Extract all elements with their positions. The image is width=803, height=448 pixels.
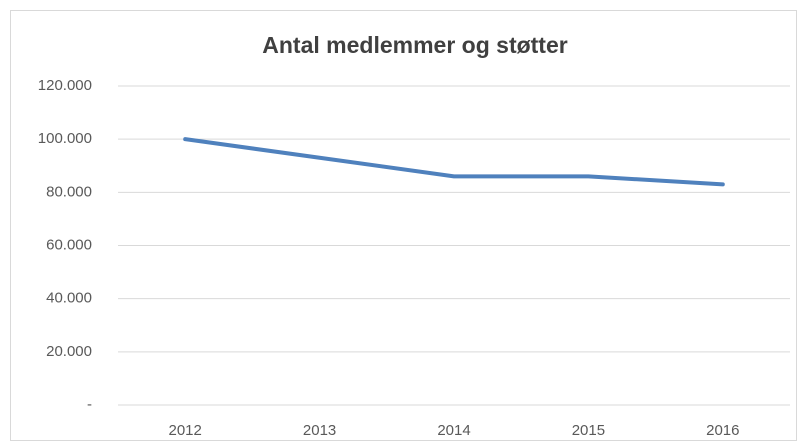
x-tick-label: 2015 — [572, 422, 605, 439]
y-tick-label: 120.000 — [38, 77, 92, 94]
y-tick-label: 40.000 — [46, 290, 92, 307]
chart-frame — [10, 10, 797, 441]
x-tick-label: 2012 — [169, 422, 202, 439]
x-tick-label: 2016 — [706, 422, 739, 439]
y-tick-label: 80.000 — [46, 183, 92, 200]
chart-title: Antal medlemmer og støtter — [262, 32, 567, 58]
x-tick-label: 2014 — [437, 422, 470, 439]
data-line — [183, 137, 725, 187]
y-tick-label: - — [87, 396, 92, 413]
y-tick-label: 100.000 — [38, 130, 92, 147]
y-tick-label: 60.000 — [46, 236, 92, 253]
y-tick-label: 20.000 — [46, 343, 92, 360]
x-tick-label: 2013 — [303, 422, 336, 439]
